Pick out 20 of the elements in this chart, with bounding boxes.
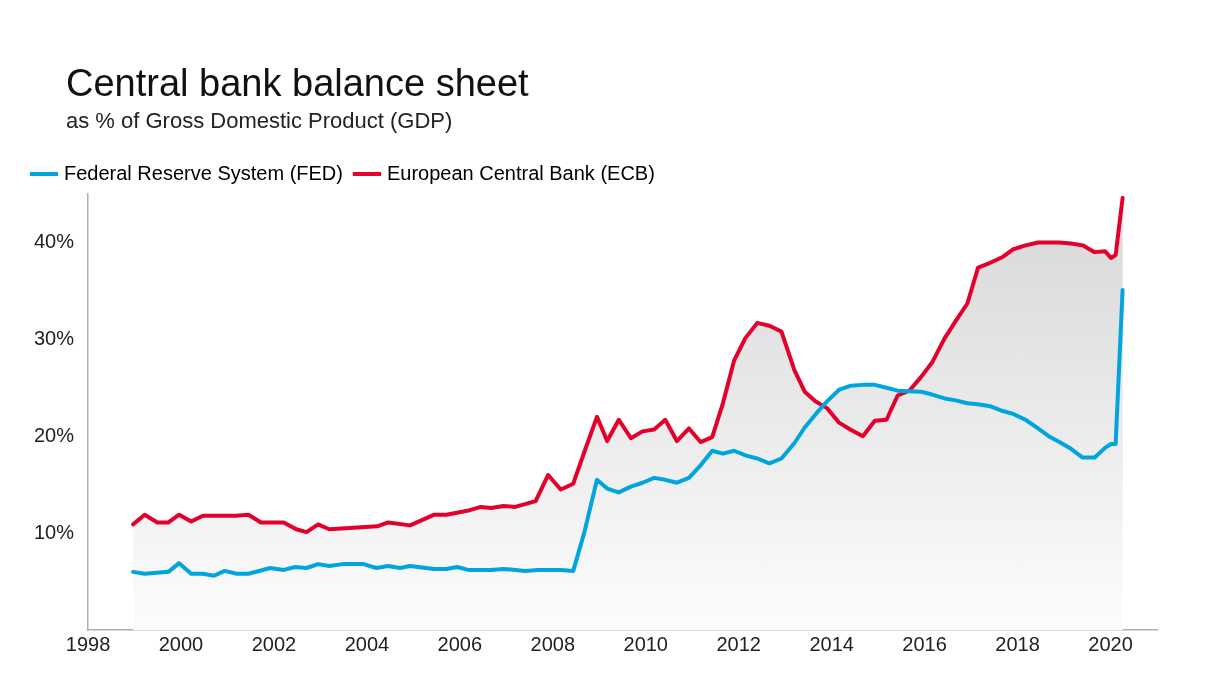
x-tick-label: 2002 — [251, 632, 297, 655]
y-tick-label: 20% — [34, 423, 75, 446]
chart-title: Central bank balance sheet — [66, 62, 529, 105]
y-tick-label: 30% — [34, 326, 75, 349]
x-tick-label: 2012 — [716, 632, 761, 655]
legend-label: European Central Bank (ECB) — [386, 161, 655, 184]
x-tick-label: 2004 — [344, 632, 390, 655]
x-tick-label: 2016 — [902, 632, 947, 655]
legend-label: Federal Reserve System (FED) — [64, 161, 343, 184]
y-tick-label: 40% — [34, 229, 75, 252]
x-tick-label: 2006 — [437, 632, 483, 655]
x-tick-label: 2014 — [809, 632, 854, 655]
x-tick-label: 2018 — [995, 632, 1040, 655]
x-tick-label: 2020 — [1088, 632, 1133, 655]
chart-subtitle: as % of Gross Domestic Product (GDP) — [66, 108, 453, 134]
x-tick-label: 2010 — [623, 632, 668, 655]
x-tick-label: 1998 — [65, 632, 111, 655]
x-tick-label: 2008 — [530, 632, 576, 655]
y-tick-label: 10% — [34, 520, 75, 543]
x-tick-label: 2000 — [158, 632, 204, 655]
